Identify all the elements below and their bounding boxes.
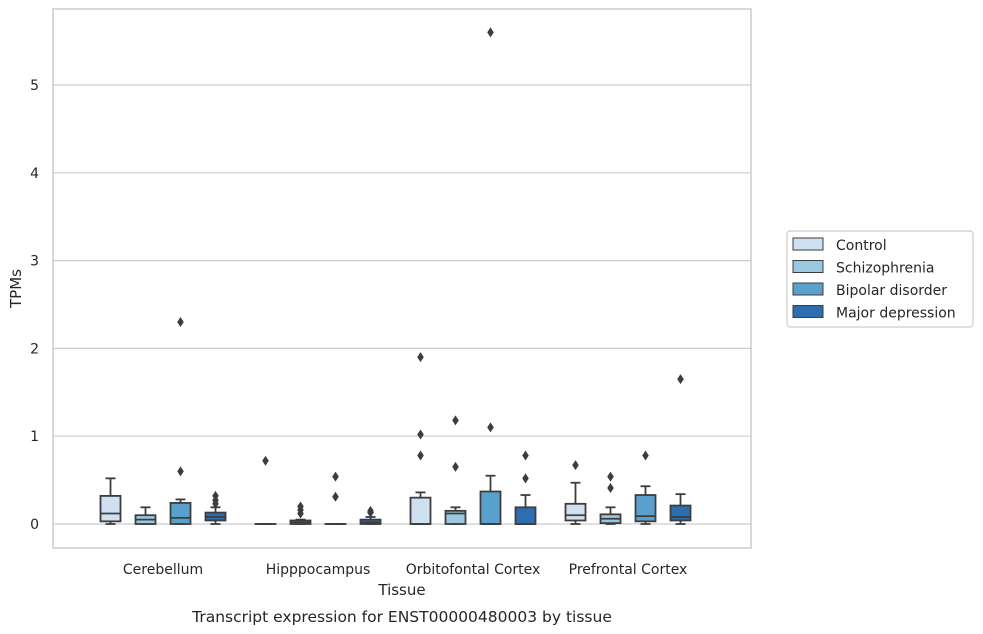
box-body — [479, 490, 502, 525]
outlier-point — [417, 429, 424, 440]
y-tick-label: 5 — [30, 78, 39, 94]
box — [169, 317, 192, 525]
outlier-point — [642, 450, 649, 461]
box — [599, 471, 622, 525]
box-body — [99, 495, 122, 523]
legend-box — [786, 230, 974, 328]
outlier-point — [417, 450, 424, 461]
outlier-point — [297, 501, 304, 512]
box — [409, 352, 432, 525]
outlier-point — [522, 473, 529, 484]
legend-swatch — [792, 305, 824, 318]
y-tick-label: 3 — [30, 254, 39, 270]
box — [479, 27, 502, 525]
legend-label: Major depression — [836, 306, 956, 322]
outlier-point — [332, 491, 339, 502]
y-tick-labels: 0 1 2 3 4 5 — [30, 78, 39, 533]
outlier-point — [607, 471, 614, 482]
legend-swatch — [792, 237, 824, 251]
outlier-point — [522, 450, 529, 461]
legend-swatch — [792, 282, 824, 296]
box — [289, 501, 312, 525]
outlier-point — [367, 505, 374, 516]
box — [204, 490, 227, 525]
y-tick-label: 4 — [30, 166, 39, 182]
box — [564, 460, 587, 525]
legend: Control Schizophrenia Bipolar disorder Majo… — [786, 230, 974, 328]
box-body — [409, 496, 432, 525]
outlier-point — [487, 27, 494, 38]
plot-frame — [52, 8, 752, 549]
box-series — [99, 27, 692, 525]
outlier-point — [212, 490, 219, 501]
x-axis-label: Tissue — [377, 581, 425, 599]
y-axis-label: TPMs — [7, 269, 25, 309]
outlier-point — [262, 455, 269, 466]
legend-label: Schizophrenia — [836, 261, 934, 277]
box-body — [514, 506, 537, 525]
box-body — [669, 504, 692, 522]
box — [359, 505, 382, 525]
box — [99, 477, 122, 525]
box — [444, 415, 467, 525]
y-tick-label: 0 — [30, 517, 39, 533]
legend-label: Bipolar disorder — [836, 283, 947, 299]
y-tick-label: 2 — [30, 341, 39, 357]
box — [134, 506, 157, 525]
box — [634, 450, 657, 525]
box — [324, 471, 347, 525]
outlier-point — [452, 461, 459, 472]
x-tick-labels: Cerebellum Hipppocampus Orbitofontal Corte… — [123, 562, 687, 578]
chart-caption: Transcript expression for ENST0000048000… — [191, 608, 612, 626]
box — [254, 455, 277, 525]
x-tick-label: Prefrontal Cortex — [569, 562, 688, 578]
outlier-point — [677, 374, 684, 385]
x-tick-label: Cerebellum — [123, 562, 203, 578]
legend-label: Control — [836, 238, 887, 254]
box-body — [634, 494, 657, 523]
outlier-point — [452, 415, 459, 426]
box-body — [564, 502, 587, 522]
outlier-point — [177, 317, 184, 328]
x-tick-label: Hipppocampus — [266, 562, 371, 578]
y-tick-label: 1 — [30, 429, 39, 445]
outlier-point — [572, 460, 579, 471]
box-body — [169, 502, 192, 525]
x-tick-label: Orbitofontal Cortex — [406, 562, 541, 578]
outlier-point — [332, 471, 339, 482]
box — [514, 450, 537, 525]
outlier-point — [177, 466, 184, 477]
legend-swatch — [792, 260, 824, 273]
box — [669, 374, 692, 525]
outlier-point — [417, 352, 424, 363]
outlier-point — [607, 483, 614, 494]
outlier-point — [487, 422, 494, 433]
gridlines — [53, 84, 751, 525]
